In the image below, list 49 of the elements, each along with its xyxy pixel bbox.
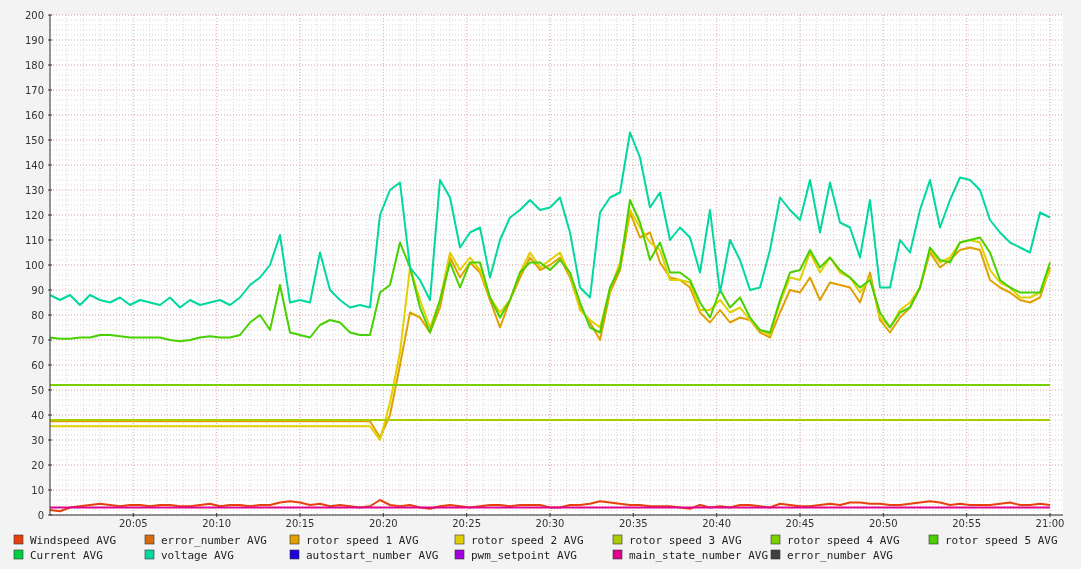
- line-series: [49, 131, 1051, 309]
- legend-label: Windspeed AVG: [30, 534, 117, 547]
- x-tick-label: 20:20: [368, 518, 398, 529]
- y-tick-label: 100: [24, 259, 44, 271]
- y-tick-label: 130: [24, 184, 44, 196]
- y-tick-label: 180: [24, 59, 44, 71]
- x-tick-label: 20:40: [702, 518, 732, 529]
- legend-label: autostart_number AVG: [306, 549, 439, 562]
- x-tick-label: 21:00: [1035, 518, 1065, 529]
- x-tick-label: 20:10: [202, 518, 232, 529]
- y-tick-label: 200: [24, 9, 44, 21]
- y-tick-label: 60: [31, 359, 44, 371]
- line-series: [49, 199, 1051, 343]
- y-tick-label: 20: [31, 459, 44, 471]
- y-tick-label: 30: [31, 434, 44, 446]
- y-tick-label: 140: [24, 159, 44, 171]
- legend-label: main_state_number AVG: [629, 549, 769, 562]
- x-tick-label: 20:45: [785, 518, 815, 529]
- y-tick-label: 80: [31, 309, 44, 321]
- y-tick-label: 150: [24, 134, 44, 146]
- x-tick-label: 20:35: [618, 518, 648, 529]
- x-tick-label: 20:15: [285, 518, 315, 529]
- x-tick-label: 20:05: [118, 518, 148, 529]
- legend-label: rotor speed 4 AVG: [787, 534, 900, 547]
- y-tick-label: 10: [31, 484, 44, 496]
- legend-label: rotor speed 1 AVG: [306, 534, 419, 547]
- y-tick-label: 190: [24, 34, 44, 46]
- line-series: [49, 499, 1051, 513]
- y-tick-label: 90: [31, 284, 44, 296]
- x-tick-label: 20:50: [868, 518, 898, 529]
- legend-label: error_number AVG: [161, 534, 267, 547]
- legend-label: rotor speed 5 AVG: [945, 534, 1058, 547]
- x-tick-label: 20:55: [952, 518, 982, 529]
- y-tick-label: 50: [31, 384, 44, 396]
- y-tick-label: 40: [31, 409, 44, 421]
- y-tick-label: 0: [37, 509, 44, 521]
- legend-label: error_number AVG: [787, 549, 893, 562]
- y-tick-label: 110: [24, 234, 44, 246]
- x-tick-label: 20:25: [452, 518, 482, 529]
- legend-label: Current AVG: [30, 549, 103, 562]
- legend-label: pwm_setpoint AVG: [471, 549, 577, 562]
- y-tick-label: 170: [24, 84, 44, 96]
- legend-label: rotor speed 2 AVG: [471, 534, 584, 547]
- y-tick-label: 120: [24, 209, 44, 221]
- y-tick-label: 160: [24, 109, 44, 121]
- x-tick-label: 20:30: [535, 518, 565, 529]
- legend-label: rotor speed 3 AVG: [629, 534, 742, 547]
- y-tick-label: 70: [31, 334, 44, 346]
- legend-label: voltage AVG: [161, 549, 234, 562]
